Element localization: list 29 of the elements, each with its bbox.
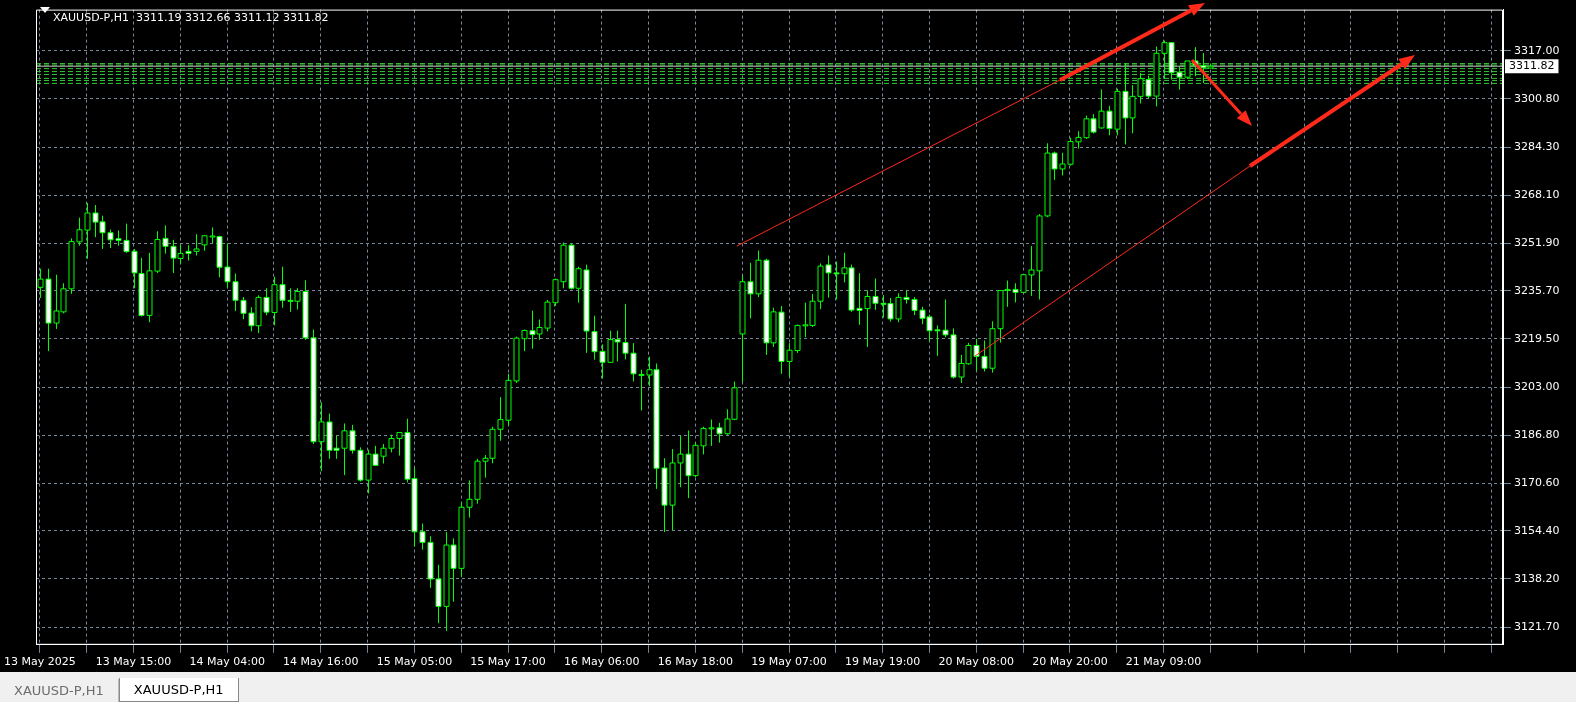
x-tick-label: 16 May 18:00 — [657, 655, 734, 669]
x-tick-label: 16 May 06:00 — [564, 655, 640, 669]
x-tick-label: 14 May 04:00 — [189, 655, 265, 669]
y-tick-label: 3251.90 — [1514, 235, 1560, 249]
x-tick-label: 13 May 2025 — [4, 655, 76, 669]
y-tick-label: 3138.20 — [1514, 571, 1560, 585]
y-tick-label: 3186.80 — [1514, 428, 1560, 442]
x-tick-label: 13 May 15:00 — [95, 655, 172, 669]
y-tick-label: 3235.70 — [1514, 283, 1560, 297]
chart-title: XAUUSD-P,H1 3311.19 3312.66 3311.12 3311.82 — [53, 11, 329, 25]
x-tick-label: 20 May 08:00 — [938, 655, 1014, 669]
x-tick-label: 15 May 05:00 — [376, 655, 453, 669]
x-tick-label: 15 May 17:00 — [470, 655, 546, 669]
y-tick-label: 3203.00 — [1514, 380, 1560, 394]
y-tick-label: 3219.50 — [1514, 331, 1560, 345]
y-tick-label: 3121.70 — [1514, 620, 1560, 634]
y-tick-label: 3268.10 — [1514, 188, 1560, 202]
x-tick-label: 19 May 07:00 — [751, 655, 827, 669]
y-tick-label: 3284.30 — [1514, 140, 1560, 154]
y-tick-label: 3300.80 — [1514, 91, 1560, 105]
x-tick-label: 19 May 19:00 — [844, 655, 921, 669]
ref-line-label: 3311.82 — [1509, 59, 1555, 73]
y-tick-label: 3154.40 — [1514, 523, 1560, 537]
y-tick-label: 3317.00 — [1514, 43, 1560, 57]
x-tick-label: 21 May 09:00 — [1125, 655, 1202, 669]
text: XAUUSD-P,H1 — [0, 679, 119, 702]
x-tick-label: 14 May 16:00 — [283, 655, 359, 669]
y-tick-label: 3170.60 — [1514, 475, 1560, 489]
x-tick-label: 20 May 20:00 — [1032, 655, 1108, 669]
